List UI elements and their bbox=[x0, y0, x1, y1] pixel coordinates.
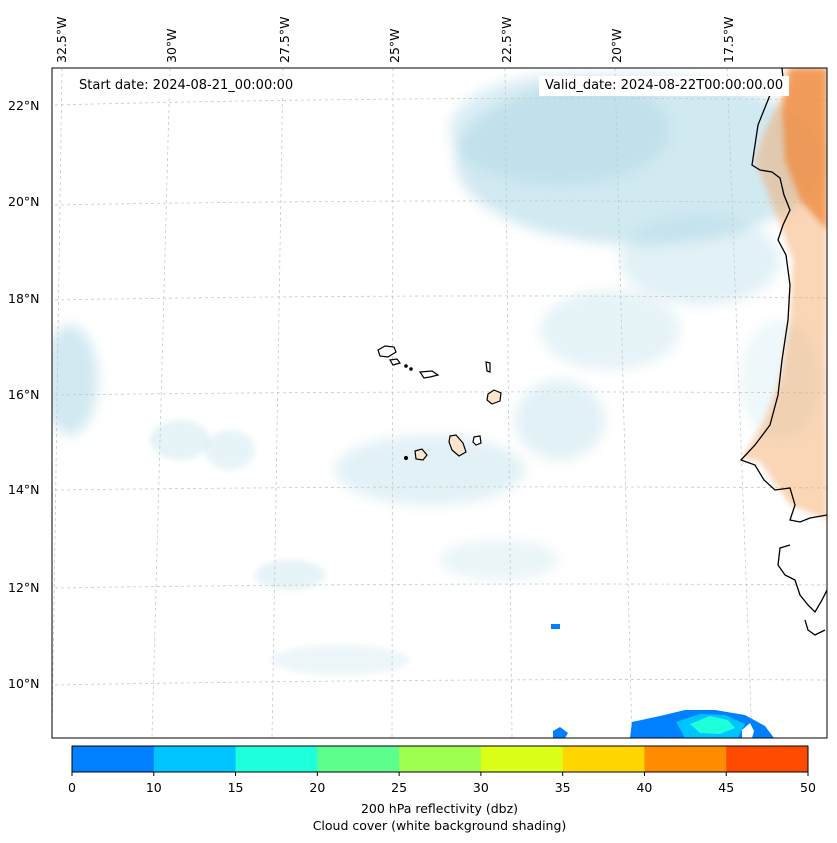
colorbar-tick-label: 50 bbox=[800, 780, 816, 795]
colorbar-tick-labels: 0 10 15 20 25 30 35 40 45 50 bbox=[0, 780, 837, 796]
colorbar-tick-label: 15 bbox=[227, 780, 244, 795]
colorbar-tick-label: 25 bbox=[391, 780, 408, 795]
lon-label: 30°W bbox=[164, 28, 179, 63]
africa-coastline bbox=[739, 68, 827, 636]
colorbar-segment bbox=[72, 746, 155, 772]
lon-label: 22.5°W bbox=[499, 17, 514, 63]
colorbar-tick-label: 30 bbox=[472, 780, 489, 795]
colorbar-tick-label: 0 bbox=[68, 780, 76, 795]
colorbar-segment bbox=[399, 746, 482, 772]
colorbar-tick-label: 35 bbox=[554, 780, 571, 795]
lat-label: 14°N bbox=[8, 482, 40, 497]
colorbar-label: 200 hPa reflectivity (dbz) bbox=[360, 801, 519, 816]
lat-label: 18°N bbox=[8, 291, 40, 306]
colorbar-segment bbox=[235, 746, 318, 772]
colorbar-tick-label: 45 bbox=[718, 780, 735, 795]
colorbar-segment bbox=[317, 746, 400, 772]
colorbar-segment bbox=[644, 746, 727, 772]
lat-label: 12°N bbox=[8, 580, 40, 595]
lon-label: 27.5°W bbox=[277, 17, 292, 63]
lat-label: 22°N bbox=[8, 98, 40, 113]
colorbar-sublabel: Cloud cover (white background shading) bbox=[312, 818, 567, 833]
colorbar-segment bbox=[562, 746, 645, 772]
reflectivity-band bbox=[551, 624, 774, 738]
colorbar-segment bbox=[726, 746, 809, 772]
warm-land-shading bbox=[742, 68, 827, 520]
cape-verde-islands bbox=[377, 345, 502, 461]
valid-date-label: Valid_date: 2024-08-22T00:00:00.00 bbox=[539, 76, 790, 96]
colorbar-tick-label: 20 bbox=[309, 780, 326, 795]
colorbar bbox=[71, 745, 809, 776]
colorbar-tick-label: 40 bbox=[636, 780, 653, 795]
map-frame bbox=[51, 67, 828, 739]
lat-label: 16°N bbox=[8, 387, 40, 402]
lat-tick-labels: 22°N 20°N 18°N 16°N 14°N 12°N 10°N bbox=[8, 98, 40, 691]
lat-label: 20°N bbox=[8, 194, 40, 209]
lon-label: 32.5°W bbox=[54, 17, 69, 63]
colorbar-tick-label: 10 bbox=[145, 780, 162, 795]
gridlines bbox=[52, 68, 827, 738]
start-date-label: Start date: 2024-08-21_00:00:00 bbox=[73, 76, 300, 96]
map-panel bbox=[52, 68, 827, 738]
lon-label: 20°W bbox=[609, 28, 624, 63]
lon-label: 25°W bbox=[387, 28, 402, 63]
lat-label: 10°N bbox=[8, 676, 40, 691]
colorbar-frame bbox=[71, 745, 809, 773]
colorbar-segment bbox=[480, 746, 564, 772]
colorbar-segment bbox=[153, 746, 237, 772]
lon-tick-labels: 32.5°W 30°W 27.5°W 25°W 22.5°W 20°W 17.5… bbox=[54, 17, 736, 63]
lon-label: 17.5°W bbox=[721, 17, 736, 63]
